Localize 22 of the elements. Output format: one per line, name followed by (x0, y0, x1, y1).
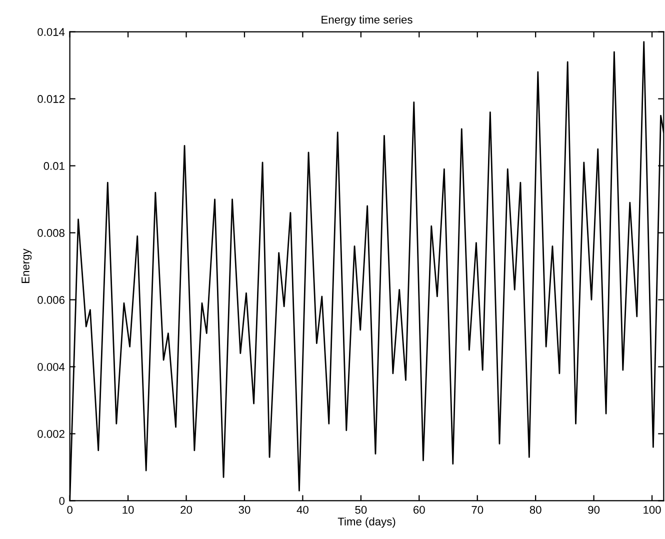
x-tick-label: 40 (296, 506, 308, 514)
x-tick-label: 20 (180, 506, 192, 514)
x-tick-label: 0 (67, 506, 72, 514)
x-tick-label: 30 (238, 506, 250, 514)
y-tick-label: 0.012 (38, 95, 64, 103)
x-axis-title: Time (days) (338, 517, 396, 528)
x-tick-label: 70 (472, 506, 484, 514)
y-tick-label: 0.006 (38, 296, 64, 304)
y-tick-label: 0.008 (38, 229, 64, 237)
x-tick-label: 90 (588, 506, 600, 514)
x-tick-label: 60 (414, 506, 425, 514)
y-tick-label: 0.002 (38, 430, 64, 438)
x-tick-label: 80 (530, 506, 542, 514)
y-tick-label: 0.014 (38, 28, 65, 36)
x-tick-label: 10 (122, 506, 134, 514)
x-tick-label: 50 (355, 506, 367, 514)
chart-title: Energy time series (322, 15, 412, 26)
x-tick-label: 100 (644, 506, 661, 514)
y-tick-label: 0.004 (38, 363, 65, 371)
y-tick-label: 0.01 (44, 162, 64, 170)
y-axis-title: Energy (22, 248, 32, 283)
y-tick-label: 0 (59, 497, 65, 505)
